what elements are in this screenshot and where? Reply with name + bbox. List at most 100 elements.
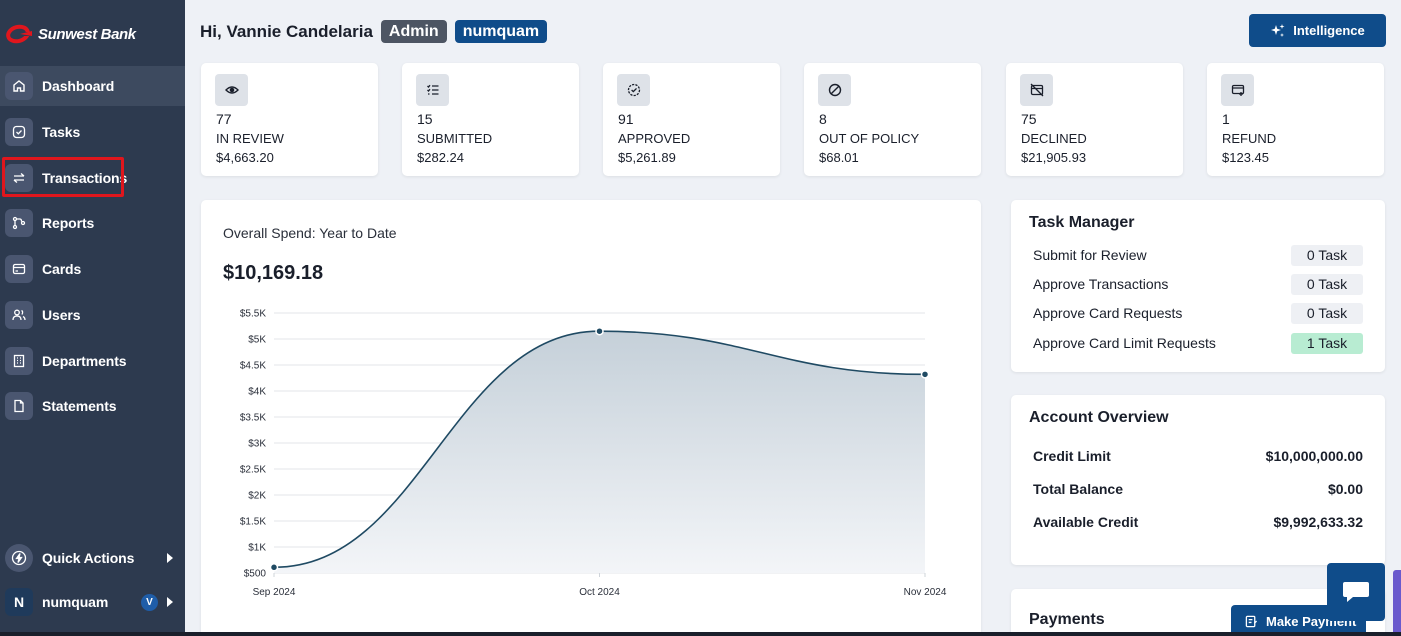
- document-icon: [5, 392, 33, 420]
- stat-count: 91: [618, 111, 634, 127]
- payments-panel: Payments Make Payment: [1011, 589, 1385, 636]
- task-manager-panel: Task Manager Submit for Review 0 Task Ap…: [1011, 200, 1385, 372]
- stat-count: 8: [819, 111, 827, 127]
- ban-icon: [818, 74, 851, 106]
- greeting-text: Hi, Vannie Candelaria: [200, 21, 373, 41]
- stat-count: 15: [417, 111, 433, 127]
- sunwest-logo-icon: [6, 24, 32, 44]
- task-row-approve-transactions[interactable]: Approve Transactions 0 Task: [1033, 273, 1363, 295]
- account-overview-title: Account Overview: [1029, 409, 1169, 426]
- account-overview-panel: Account Overview Credit Limit $10,000,00…: [1011, 395, 1385, 565]
- list-check-icon: [416, 74, 449, 106]
- account-value: $0.00: [1327, 481, 1363, 497]
- stat-card-in-review[interactable]: 77 IN REVIEW $4,663.20: [201, 63, 378, 176]
- badge-check-icon: [617, 74, 650, 106]
- sidebar-item-label: Users: [42, 307, 81, 323]
- bank-logo[interactable]: Sunwest Bank: [6, 20, 136, 48]
- account-row-available-credit: Available Credit $9,992,633.32: [1033, 512, 1363, 532]
- data-point: [920, 370, 930, 379]
- stat-amount: $68.01: [819, 150, 859, 165]
- account-switcher[interactable]: N numquam V: [0, 582, 185, 622]
- chat-widget-button[interactable]: [1327, 563, 1385, 621]
- task-count-pill: 0 Task: [1291, 244, 1363, 266]
- sidebar-item-transactions[interactable]: Transactions: [0, 158, 185, 198]
- stat-label: DECLINED: [1021, 131, 1087, 146]
- account-name: numquam: [42, 594, 109, 610]
- building-icon: [5, 347, 33, 375]
- account-label: Total Balance: [1033, 481, 1123, 497]
- account-label: Credit Limit: [1033, 448, 1111, 464]
- stat-card-approved[interactable]: 91 APPROVED $5,261.89: [603, 63, 780, 176]
- intelligence-button[interactable]: Intelligence: [1249, 14, 1386, 47]
- stat-amount: $282.24: [417, 150, 464, 165]
- stat-card-declined[interactable]: 75 DECLINED $21,905.93: [1006, 63, 1183, 176]
- sidebar-item-cards[interactable]: Cards: [0, 249, 185, 289]
- sidebar-item-label: Tasks: [42, 124, 81, 140]
- stat-label: REFUND: [1222, 131, 1277, 146]
- stat-amount: $21,905.93: [1021, 150, 1087, 165]
- y-tick-label: $2K: [248, 491, 266, 502]
- spend-area: [274, 331, 925, 573]
- task-label: Approve Transactions: [1033, 276, 1169, 292]
- spend-line: [273, 330, 926, 569]
- task-count-pill: 0 Task: [1291, 273, 1363, 295]
- stat-card-out-of-policy[interactable]: 8 OUT OF POLICY $68.01: [804, 63, 981, 176]
- sidebar-item-label: Reports: [42, 215, 95, 231]
- task-row-approve-card-limit[interactable]: Approve Card Limit Requests 1 Task: [1033, 332, 1363, 354]
- account-value: $10,000,000.00: [1265, 448, 1363, 464]
- sidebar-item-label: Statements: [42, 398, 117, 414]
- stat-card-submitted[interactable]: 15 SUBMITTED $282.24: [402, 63, 579, 176]
- role-badge: Admin: [380, 20, 447, 43]
- quick-actions-label: Quick Actions: [42, 550, 135, 566]
- intelligence-label: Intelligence: [1293, 23, 1365, 38]
- data-point: [269, 563, 279, 572]
- y-tick-label: $3.5K: [240, 413, 266, 424]
- sidebar: Sunwest Bank Dashboard Tasks Transaction…: [0, 0, 185, 636]
- stat-amount: $4,663.20: [216, 150, 274, 165]
- y-tick-label: $3K: [248, 439, 266, 450]
- brand-name: Sunwest Bank: [38, 25, 136, 43]
- side-edge-tab[interactable]: [1393, 570, 1401, 636]
- sidebar-item-statements[interactable]: Statements: [0, 386, 185, 426]
- eye-icon: [215, 74, 248, 106]
- stat-label: SUBMITTED: [417, 131, 493, 146]
- sidebar-item-reports[interactable]: Reports: [0, 203, 185, 243]
- sidebar-item-label: Departments: [42, 353, 127, 369]
- x-tick-label: Sep 2024: [253, 587, 296, 598]
- account-value: $9,992,633.32: [1273, 514, 1363, 530]
- declined-card-icon: [1020, 74, 1053, 106]
- task-row-approve-card-requests[interactable]: Approve Card Requests 0 Task: [1033, 302, 1363, 324]
- arrows-swap-icon: [5, 164, 33, 192]
- chevron-right-icon: [167, 597, 173, 607]
- sidebar-item-tasks[interactable]: Tasks: [0, 112, 185, 152]
- task-row-submit-review[interactable]: Submit for Review 0 Task: [1033, 244, 1363, 266]
- x-tick-label: Nov 2024: [904, 587, 947, 598]
- sidebar-item-label: Transactions: [42, 170, 128, 186]
- org-badge: numquam: [454, 20, 548, 43]
- sidebar-item-departments[interactable]: Departments: [0, 341, 185, 381]
- check-circle-icon: [5, 118, 33, 146]
- users-icon: [5, 301, 33, 329]
- account-badge: V: [141, 594, 158, 611]
- lightning-icon: [5, 544, 33, 572]
- stat-amount: $123.45: [1222, 150, 1269, 165]
- home-icon: [5, 72, 33, 100]
- sidebar-item-dashboard[interactable]: Dashboard: [0, 66, 185, 106]
- data-point: [595, 326, 604, 336]
- stat-card-refund[interactable]: 1 REFUND $123.45: [1207, 63, 1384, 176]
- task-manager-title: Task Manager: [1029, 214, 1135, 231]
- account-row-total-balance: Total Balance $0.00: [1033, 479, 1363, 499]
- quick-actions-button[interactable]: Quick Actions: [0, 538, 185, 578]
- account-avatar: N: [5, 588, 33, 616]
- y-tick-label: $2.5K: [240, 465, 266, 476]
- stat-count: 1: [1222, 111, 1230, 127]
- spend-total: $10,169.18: [223, 262, 324, 284]
- y-tick-label: $1.5K: [240, 517, 266, 528]
- payments-title: Payments: [1029, 611, 1105, 628]
- chat-bubble-icon: [1343, 582, 1369, 602]
- sidebar-item-users[interactable]: Users: [0, 295, 185, 335]
- task-label: Approve Card Requests: [1033, 305, 1183, 321]
- account-label: Available Credit: [1033, 514, 1139, 530]
- payment-icon: [1245, 615, 1258, 627]
- stat-label: IN REVIEW: [216, 131, 284, 146]
